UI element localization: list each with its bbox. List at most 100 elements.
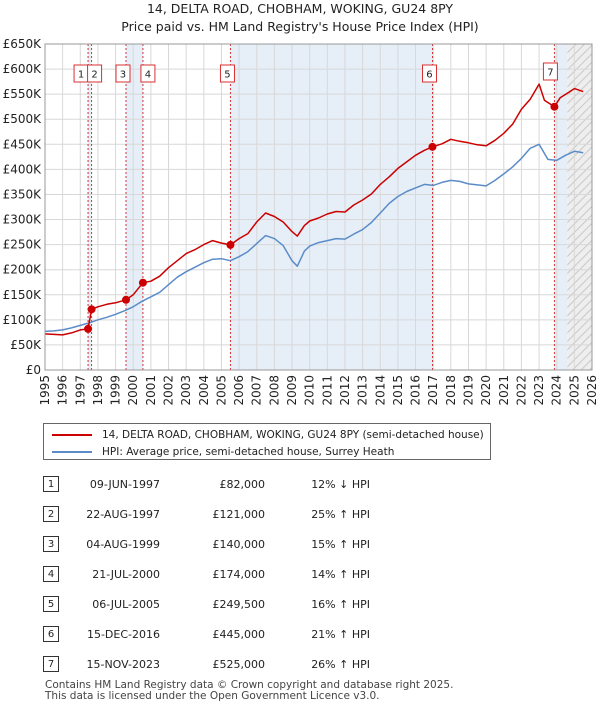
x-tick-label: 2024	[550, 375, 564, 406]
transaction-number: 4	[43, 566, 59, 582]
x-tick-label: 1998	[91, 375, 105, 406]
sale-number-label: 4	[145, 70, 151, 81]
x-tick-label: 2010	[303, 375, 317, 406]
transaction-hpi-diff: 21% ↑ HPI	[311, 628, 370, 641]
x-tick-label: 2013	[356, 375, 370, 406]
sale-point	[138, 278, 147, 287]
sale-number-box	[542, 62, 558, 81]
legend-swatch-hpi	[52, 451, 92, 453]
y-tick-label: £250K	[3, 238, 43, 252]
transaction-price: £249,500	[212, 598, 266, 611]
x-tick-label: 2007	[250, 375, 264, 406]
table-row: 2 22-AUG-1997 £121,000 25% ↑ HPI	[0, 505, 600, 525]
transaction-price: £525,000	[212, 658, 266, 671]
sale-number-box	[219, 64, 235, 83]
sale-point	[226, 240, 235, 249]
table-row: 7 15-NOV-2023 £525,000 26% ↑ HPI	[0, 655, 600, 675]
transaction-date: 09-JUN-1997	[89, 478, 160, 491]
transaction-price: £82,000	[219, 478, 266, 491]
transaction-hpi-diff: 15% ↑ HPI	[311, 538, 370, 551]
table-row: 4 21-JUL-2000 £174,000 14% ↑ HPI	[0, 565, 600, 585]
table-row: 1 09-JUN-1997 £82,000 12% ↓ HPI	[0, 475, 600, 495]
footer-attribution: Contains HM Land Registry data © Crown c…	[45, 680, 453, 702]
sale-number-box	[87, 64, 103, 83]
sale-period-shade	[554, 44, 568, 370]
y-tick-label: £200K	[3, 263, 43, 277]
chart-subtitle: Price paid vs. HM Land Registry's House …	[121, 19, 478, 34]
table-row: 6 15-DEC-2016 £445,000 21% ↑ HPI	[0, 625, 600, 645]
transaction-number: 3	[43, 536, 59, 552]
x-tick-label: 2002	[162, 375, 176, 406]
x-tick-label: 2009	[285, 375, 299, 406]
x-tick-label: 2012	[338, 375, 352, 406]
y-tick-label: £300K	[3, 213, 43, 227]
x-tick-label: 1996	[56, 375, 70, 406]
x-tick-label: 2026	[585, 375, 599, 406]
plot-area	[44, 43, 593, 371]
y-tick-label: £100K	[3, 313, 43, 327]
transaction-hpi-diff: 14% ↑ HPI	[311, 568, 370, 581]
transaction-number: 1	[43, 476, 59, 492]
sale-number-box	[140, 64, 156, 83]
transaction-date: 21-JUL-2000	[92, 568, 160, 581]
x-tick-label: 1997	[73, 375, 87, 406]
x-tick-label: 2018	[444, 375, 458, 406]
legend-item-hpi: HPI: Average price, semi-detached house,…	[52, 444, 394, 460]
footer-copyright: Contains HM Land Registry data © Crown c…	[45, 679, 454, 691]
transaction-date: 15-NOV-2023	[86, 658, 160, 671]
y-tick-label: £0	[26, 363, 41, 377]
x-tick-label: 2005	[214, 375, 228, 406]
sale-number-box	[421, 64, 437, 83]
transaction-hpi-diff: 12% ↓ HPI	[311, 478, 370, 491]
x-tick-label: 1999	[109, 375, 123, 406]
y-tick-label: £600K	[3, 62, 43, 76]
x-tick-label: 2016	[409, 375, 423, 406]
y-tick-label: £500K	[3, 112, 43, 126]
sale-period-shade	[230, 44, 433, 370]
x-tick-label: 2014	[373, 375, 387, 406]
x-tick-label: 2022	[514, 375, 528, 406]
sale-period-shade	[125, 44, 143, 370]
x-tick-label: 1995	[38, 375, 52, 406]
price-chart: 14, DELTA ROAD, CHOBHAM, WOKING, GU24 8P…	[3, 1, 599, 406]
x-tick-label: 2015	[391, 375, 405, 406]
legend-swatch-property	[52, 434, 92, 436]
legend-label-property: 14, DELTA ROAD, CHOBHAM, WOKING, GU24 8P…	[102, 429, 484, 441]
y-tick-label: £400K	[3, 162, 43, 176]
chart-legend: 14, DELTA ROAD, CHOBHAM, WOKING, GU24 8P…	[43, 423, 491, 460]
sale-number-label: 6	[426, 70, 432, 81]
transaction-price: £174,000	[212, 568, 266, 581]
table-row: 3 04-AUG-1999 £140,000 15% ↑ HPI	[0, 535, 600, 555]
transaction-number: 6	[43, 626, 59, 642]
y-tick-label: £350K	[3, 187, 43, 201]
sale-point	[121, 295, 130, 304]
transaction-price: £140,000	[212, 538, 266, 551]
x-tick-label: 2017	[426, 375, 440, 406]
x-tick-label: 2023	[532, 375, 546, 406]
transaction-hpi-diff: 26% ↑ HPI	[311, 658, 370, 671]
footer-licence: This data is licensed under the Open Gov…	[45, 690, 380, 702]
x-tick-label: 2006	[232, 375, 246, 406]
transaction-price: £445,000	[212, 628, 266, 641]
sale-number-box	[115, 64, 131, 83]
transaction-number: 7	[43, 656, 59, 672]
transaction-number: 2	[43, 506, 59, 522]
sale-point	[87, 305, 96, 314]
transaction-date: 06-JUL-2005	[92, 598, 160, 611]
transaction-hpi-diff: 25% ↑ HPI	[311, 508, 370, 521]
sale-period-shade	[88, 44, 92, 370]
x-tick-label: 2008	[267, 375, 281, 406]
x-tick-label: 2011	[320, 375, 334, 406]
y-tick-label: £550K	[3, 87, 43, 101]
y-tick-label: £50K	[10, 338, 42, 352]
table-row: 5 06-JUL-2005 £249,500 16% ↑ HPI	[0, 595, 600, 615]
sale-number-label: 1	[78, 70, 84, 81]
x-tick-label: 2003	[179, 375, 193, 406]
transaction-number: 5	[43, 596, 59, 612]
legend-item-property: 14, DELTA ROAD, CHOBHAM, WOKING, GU24 8P…	[52, 427, 484, 443]
chart-title: 14, DELTA ROAD, CHOBHAM, WOKING, GU24 8P…	[147, 1, 453, 16]
x-tick-label: 2020	[479, 375, 493, 406]
x-tick-label: 2001	[144, 375, 158, 406]
y-tick-label: £650K	[3, 37, 43, 51]
forecast-hatch	[567, 44, 592, 370]
